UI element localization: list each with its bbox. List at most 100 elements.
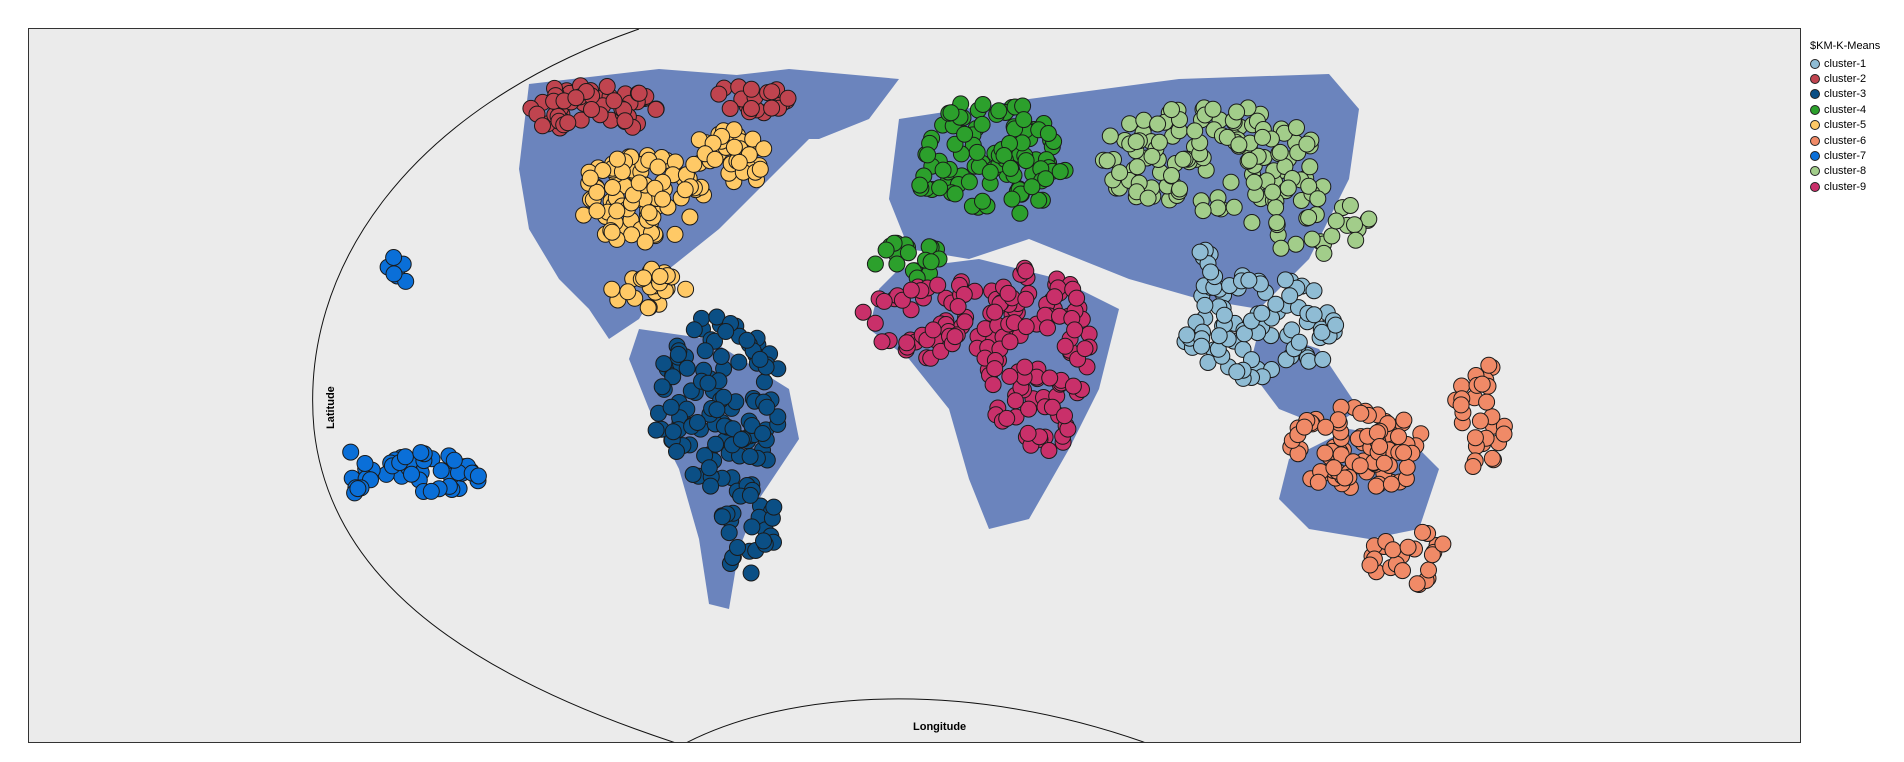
data-point-cluster-8 xyxy=(1288,119,1305,137)
data-point-cluster-3 xyxy=(742,564,760,582)
data-point-cluster-1 xyxy=(1267,295,1285,313)
cluster-points xyxy=(342,77,1513,593)
data-point-cluster-5 xyxy=(676,181,694,199)
data-point-cluster-8 xyxy=(1341,197,1359,214)
data-point-cluster-8 xyxy=(1243,214,1261,231)
legend-swatch-cluster-8 xyxy=(1810,166,1820,177)
data-point-cluster-9 xyxy=(956,313,974,331)
data-point-cluster-5 xyxy=(636,233,654,251)
data-point-cluster-8 xyxy=(1272,239,1290,257)
data-point-cluster-1 xyxy=(1290,333,1308,351)
data-point-cluster-3 xyxy=(696,342,714,360)
data-point-cluster-9 xyxy=(1040,442,1058,459)
data-point-cluster-4 xyxy=(946,185,964,203)
legend-item-cluster-2[interactable]: cluster-2 xyxy=(1810,71,1880,86)
legend-item-cluster-9[interactable]: cluster-9 xyxy=(1810,179,1880,194)
data-point-cluster-6 xyxy=(1361,556,1379,574)
data-point-cluster-8 xyxy=(1209,199,1227,217)
data-point-cluster-4 xyxy=(968,143,986,161)
legend-item-cluster-8[interactable]: cluster-8 xyxy=(1810,164,1880,179)
data-point-cluster-4 xyxy=(919,146,937,164)
data-point-cluster-7 xyxy=(342,443,360,461)
data-point-cluster-6 xyxy=(1384,541,1402,559)
legend-swatch-cluster-2 xyxy=(1810,74,1820,85)
projection-outline-left xyxy=(312,29,675,742)
data-point-cluster-3 xyxy=(720,524,738,542)
data-point-cluster-3 xyxy=(699,374,717,392)
data-point-cluster-9 xyxy=(1056,407,1073,425)
data-point-cluster-5 xyxy=(619,283,637,301)
data-point-cluster-6 xyxy=(1466,429,1484,447)
legend-swatch-cluster-1 xyxy=(1810,58,1820,69)
data-point-cluster-6 xyxy=(1452,396,1470,414)
data-point-cluster-3 xyxy=(662,398,680,416)
data-point-cluster-4 xyxy=(974,192,991,210)
legend-label-cluster-1: cluster-1 xyxy=(1824,57,1867,70)
data-point-cluster-1 xyxy=(1196,296,1214,314)
data-point-cluster-1 xyxy=(1276,271,1294,289)
data-point-cluster-4 xyxy=(922,253,940,271)
legend-title: $KM-K-Means xyxy=(1810,40,1881,52)
data-point-cluster-5 xyxy=(685,155,703,173)
data-point-cluster-5 xyxy=(635,269,653,287)
data-point-cluster-7 xyxy=(403,465,420,483)
data-point-cluster-2 xyxy=(567,89,585,107)
data-point-cluster-3 xyxy=(653,378,671,396)
data-point-cluster-8 xyxy=(1323,227,1341,245)
data-point-cluster-9 xyxy=(986,303,1004,321)
data-point-cluster-9 xyxy=(866,314,884,332)
data-point-cluster-2 xyxy=(559,114,577,132)
data-point-cluster-8 xyxy=(1309,190,1327,208)
data-point-cluster-3 xyxy=(684,466,702,483)
data-point-cluster-8 xyxy=(1143,147,1161,165)
data-point-cluster-2 xyxy=(742,80,760,98)
data-point-cluster-3 xyxy=(655,355,673,373)
data-point-cluster-8 xyxy=(1128,158,1146,176)
data-point-cluster-5 xyxy=(730,153,748,171)
data-point-cluster-9 xyxy=(1039,319,1056,337)
data-point-cluster-8 xyxy=(1300,209,1318,226)
data-point-cluster-3 xyxy=(755,532,772,550)
data-point-cluster-2 xyxy=(763,83,781,101)
data-point-cluster-8 xyxy=(1271,143,1289,161)
data-point-cluster-3 xyxy=(707,435,725,453)
data-point-cluster-6 xyxy=(1483,449,1501,467)
legend-item-cluster-3[interactable]: cluster-3 xyxy=(1810,87,1880,102)
legend-item-cluster-7[interactable]: cluster-7 xyxy=(1810,148,1880,163)
legend-item-cluster-4[interactable]: cluster-4 xyxy=(1810,102,1880,117)
data-point-cluster-7 xyxy=(349,480,367,498)
data-point-cluster-8 xyxy=(1194,202,1212,220)
legend-item-cluster-6[interactable]: cluster-6 xyxy=(1810,133,1880,148)
data-point-cluster-9 xyxy=(1020,400,1038,418)
legend-item-cluster-1[interactable]: cluster-1 xyxy=(1810,56,1880,71)
data-point-cluster-9 xyxy=(929,276,947,294)
data-point-cluster-6 xyxy=(1325,459,1343,477)
data-point-cluster-8 xyxy=(1228,103,1246,121)
data-point-cluster-9 xyxy=(898,334,916,352)
data-point-cluster-2 xyxy=(616,112,634,130)
data-point-cluster-2 xyxy=(742,100,760,117)
data-point-cluster-8 xyxy=(1204,100,1222,118)
data-point-cluster-5 xyxy=(677,280,695,298)
data-point-cluster-8 xyxy=(1225,198,1243,216)
data-point-cluster-9 xyxy=(1017,262,1035,280)
data-point-cluster-1 xyxy=(1210,327,1228,345)
data-point-cluster-6 xyxy=(1329,411,1347,429)
land-southeast-asia xyxy=(1249,329,1359,429)
data-point-cluster-9 xyxy=(902,281,920,299)
data-point-cluster-4 xyxy=(960,173,978,191)
data-point-cluster-6 xyxy=(1414,523,1431,541)
data-point-cluster-6 xyxy=(1317,418,1335,436)
data-point-cluster-3 xyxy=(743,518,761,536)
data-point-cluster-7 xyxy=(396,448,414,466)
data-point-cluster-5 xyxy=(649,158,667,176)
legend: $KM-K-Means cluster-1 cluster-2 cluster-… xyxy=(1810,40,1880,195)
data-point-cluster-2 xyxy=(605,92,623,110)
data-point-cluster-9 xyxy=(1017,290,1035,308)
data-point-cluster-1 xyxy=(1281,287,1299,305)
data-point-cluster-8 xyxy=(1327,212,1345,230)
data-point-cluster-9 xyxy=(1006,392,1024,410)
data-point-cluster-5 xyxy=(654,190,672,208)
legend-item-cluster-5[interactable]: cluster-5 xyxy=(1810,118,1880,133)
data-point-cluster-9 xyxy=(1001,367,1019,385)
